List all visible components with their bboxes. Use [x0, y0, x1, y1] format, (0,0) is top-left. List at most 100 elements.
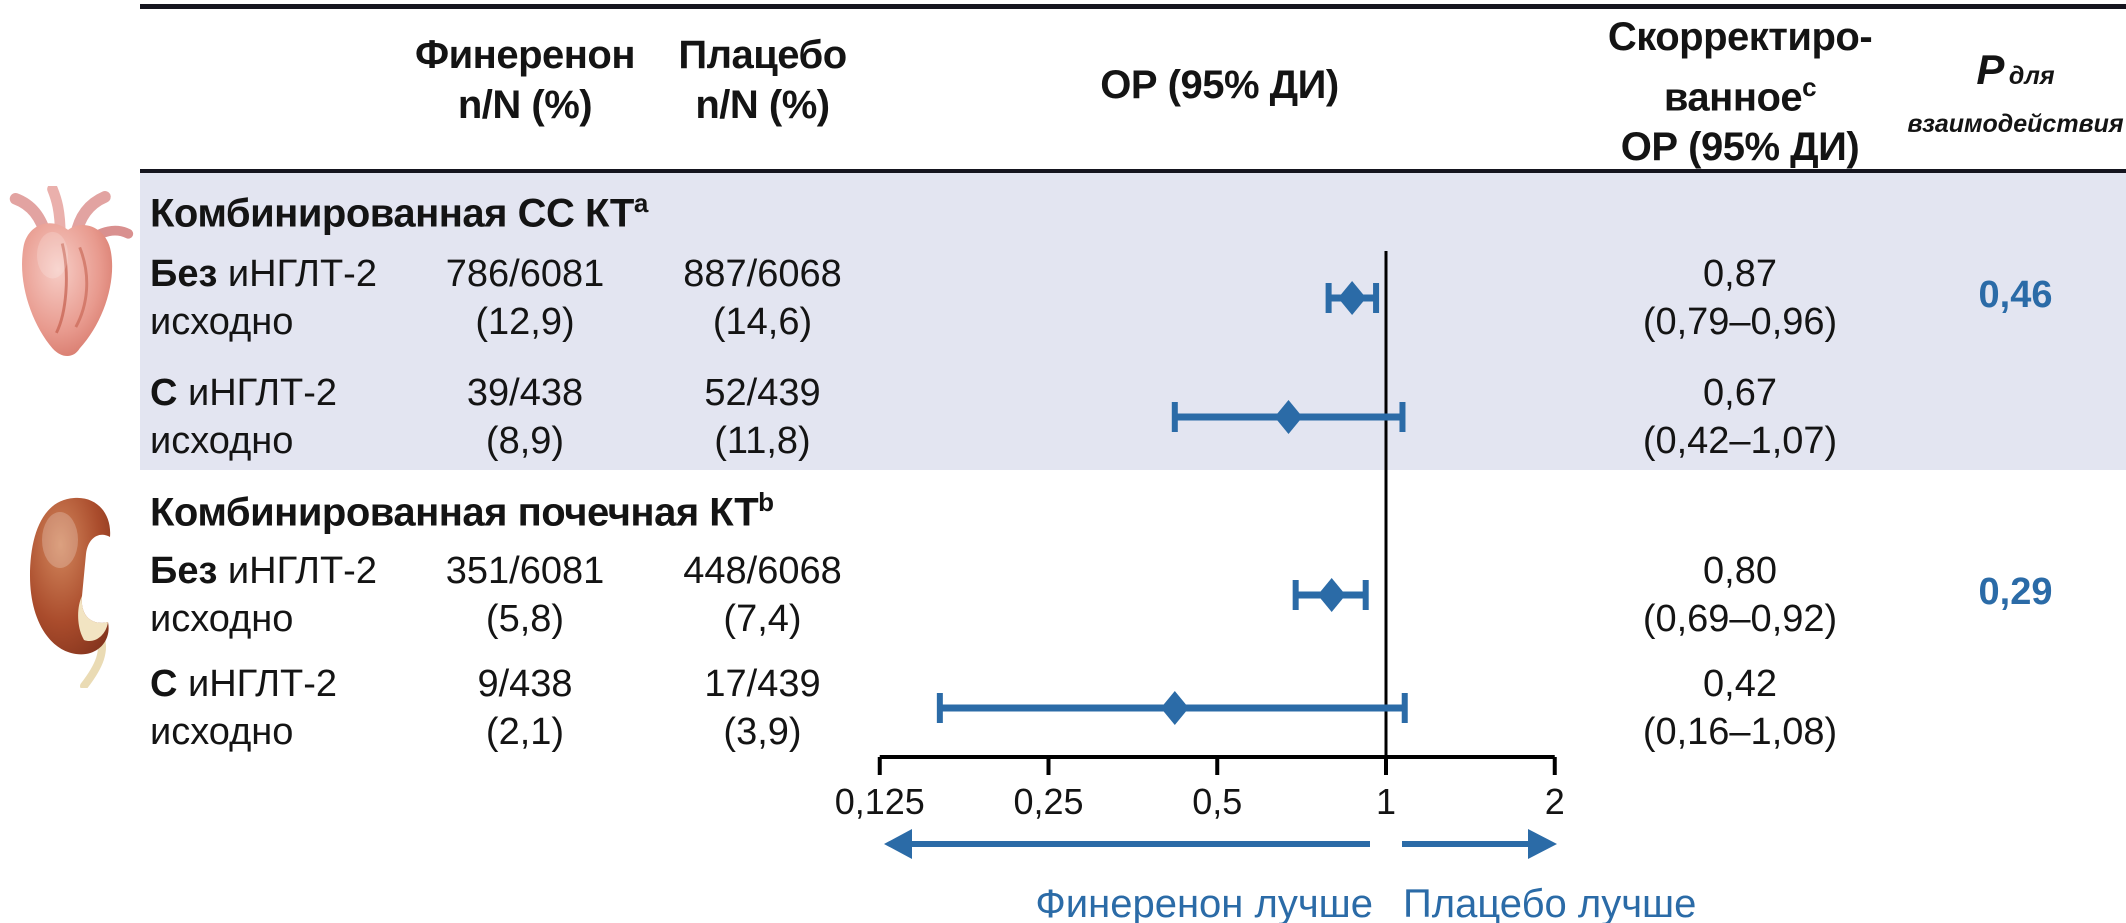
placebo-header-line1: Плацебо	[678, 33, 847, 77]
column-header-adjusted-or: Скорректиро- ванноеc ОР (95% ДИ)	[1580, 12, 1900, 172]
adjusted-or-value: 0,80	[1703, 550, 1777, 592]
row-label-rest: иНГЛТ-2	[177, 663, 338, 705]
adjusted-or-ci: (0,79–0,96)	[1642, 301, 1838, 343]
adjusted-or-value: 0,42	[1703, 663, 1777, 705]
right-arrow-head	[1528, 829, 1557, 859]
adjusted-or-line1: Скорректиро-	[1607, 15, 1873, 59]
cell-placebo-cv-with: 52/439 (11,8)	[650, 369, 875, 465]
p-interaction-renal: 0,29	[1905, 571, 2126, 614]
column-header-p-interaction: P для взаимодействия	[1905, 48, 2126, 146]
row-label-line2: исходно	[150, 711, 294, 753]
table-top-rule	[140, 4, 2126, 9]
row-label-rest: иНГЛТ-2	[217, 550, 377, 592]
row-label-line1: С иНГЛТ-2	[150, 660, 400, 708]
section-title-renal-sup: b	[758, 487, 774, 517]
header-bottom-rule	[140, 169, 2126, 173]
adjusted-or-ci: (0,69–0,92)	[1642, 598, 1838, 640]
column-header-finerenone: Финеренон n/N (%)	[400, 30, 650, 130]
adjusted-or-line3: ОР (95% ДИ)	[1620, 125, 1860, 170]
p-sub-for: для	[2008, 62, 2055, 90]
p-symbol: P	[1976, 46, 2005, 93]
cell-pct: (14,6)	[712, 301, 813, 343]
adjusted-or-value: 0,67	[1703, 372, 1777, 414]
column-header-or: ОР (95% ДИ)	[872, 60, 1567, 110]
cell-n: 448/6068	[683, 550, 842, 592]
cell-finerenone-cv-without: 786/6081 (12,9)	[400, 250, 650, 346]
kidney-icon	[30, 497, 111, 688]
hr-diamond	[1338, 281, 1367, 315]
p-interaction-cv-value: 0,46	[1978, 274, 2053, 316]
row-label-rest: иНГЛТ-2	[177, 372, 338, 414]
adjusted-or-ci: (0,16–1,08)	[1642, 711, 1838, 753]
cell-adjusted-or-cv-without: 0,87 (0,79–0,96)	[1580, 250, 1900, 346]
row-label-line2: исходно	[150, 598, 294, 640]
row-label-bold: С	[150, 663, 178, 705]
row-label-renal-with-sglt2: С иНГЛТ-2 исходно	[150, 660, 400, 756]
column-header-placebo: Плацебо n/N (%)	[650, 30, 875, 130]
section-title-renal: Комбинированная почечная КТb	[150, 478, 774, 536]
section-title-cv: Комбинированная СС КТa	[150, 179, 648, 237]
hr-diamond	[1317, 578, 1346, 612]
p-interaction-line1: P для	[1905, 48, 2126, 102]
section-title-renal-text: Комбинированная почечная КТ	[150, 490, 759, 535]
row-label-renal-without-sglt2: Без иНГЛТ-2 исходно	[150, 547, 400, 643]
or-header-text: ОР (95% ДИ)	[1100, 63, 1339, 107]
axis-tick-label: 0,25	[1013, 781, 1084, 822]
placebo-better-label: Плацебо лучше	[1403, 882, 1697, 923]
left-arrow-head	[884, 829, 912, 859]
row-label-line1: С иНГЛТ-2	[150, 369, 400, 417]
row-label-line2: исходно	[150, 420, 294, 462]
cell-adjusted-or-renal-with: 0,42 (0,16–1,08)	[1580, 660, 1900, 756]
finerenone-header-line2: n/N (%)	[457, 83, 593, 127]
heart-icon	[9, 186, 134, 357]
p-sub-interaction: взаимодействия	[1907, 110, 2124, 138]
p-interaction-cv: 0,46	[1905, 274, 2126, 317]
cell-n: 17/439	[704, 663, 821, 705]
cell-pct: (5,8)	[485, 598, 565, 640]
section-1-highlight-band	[140, 172, 2126, 470]
row-label-bold: Без	[150, 253, 218, 295]
cell-n: 887/6068	[683, 253, 842, 295]
placebo-header-line2: n/N (%)	[695, 83, 830, 127]
axis-tick-label: 0,5	[1192, 781, 1243, 822]
finerenone-better-label: Финеренон лучше	[1035, 882, 1373, 923]
axis-tick-label: 2	[1544, 781, 1565, 822]
adjusted-or-value: 0,87	[1703, 253, 1777, 295]
cell-pct: (2,1)	[485, 711, 565, 753]
finerenone-header-line1: Финеренон	[414, 33, 636, 77]
row-label-bold: Без	[150, 550, 218, 592]
cell-pct: (7,4)	[723, 598, 802, 640]
cell-n: 39/438	[466, 372, 584, 414]
cell-adjusted-or-cv-with: 0,67 (0,42–1,07)	[1580, 369, 1900, 465]
section-title-cv-sup: a	[633, 188, 648, 218]
row-label-line1: Без иНГЛТ-2	[150, 547, 400, 595]
section-title-cv-text: Комбинированная СС КТ	[150, 191, 634, 236]
cell-finerenone-cv-with: 39/438 (8,9)	[400, 369, 650, 465]
adjusted-or-line2: ванноеc	[1580, 62, 1900, 122]
adjusted-or-footnote-sup: c	[1802, 72, 1817, 102]
cell-n: 351/6081	[445, 550, 605, 592]
axis-tick-label: 0,125	[834, 781, 925, 822]
row-label-line2: исходно	[150, 301, 294, 343]
cell-n: 9/438	[477, 663, 573, 705]
adjusted-or-ci: (0,42–1,07)	[1642, 420, 1838, 462]
cell-pct: (12,9)	[475, 301, 575, 343]
cell-finerenone-renal-with: 9/438 (2,1)	[400, 660, 650, 756]
cell-finerenone-renal-without: 351/6081 (5,8)	[400, 547, 650, 643]
cell-pct: (11,8)	[714, 420, 811, 462]
cell-adjusted-or-renal-without: 0,80 (0,69–0,92)	[1580, 547, 1900, 643]
row-label-cv-with-sglt2: С иНГЛТ-2 исходно	[150, 369, 400, 465]
row-label-cv-without-sglt2: Без иНГЛТ-2 исходно	[150, 250, 400, 346]
row-label-rest: иНГЛТ-2	[217, 253, 377, 295]
row-label-bold: С	[150, 372, 178, 414]
adjusted-or-line2-text: ванное	[1663, 75, 1803, 120]
cell-n: 786/6081	[445, 253, 605, 295]
row-label-line1: Без иНГЛТ-2	[150, 250, 400, 298]
hr-diamond	[1274, 400, 1303, 434]
cell-pct: (3,9)	[723, 711, 802, 753]
cell-placebo-renal-without: 448/6068 (7,4)	[650, 547, 875, 643]
cell-pct: (8,9)	[485, 420, 565, 462]
cell-n: 52/439	[704, 372, 821, 414]
